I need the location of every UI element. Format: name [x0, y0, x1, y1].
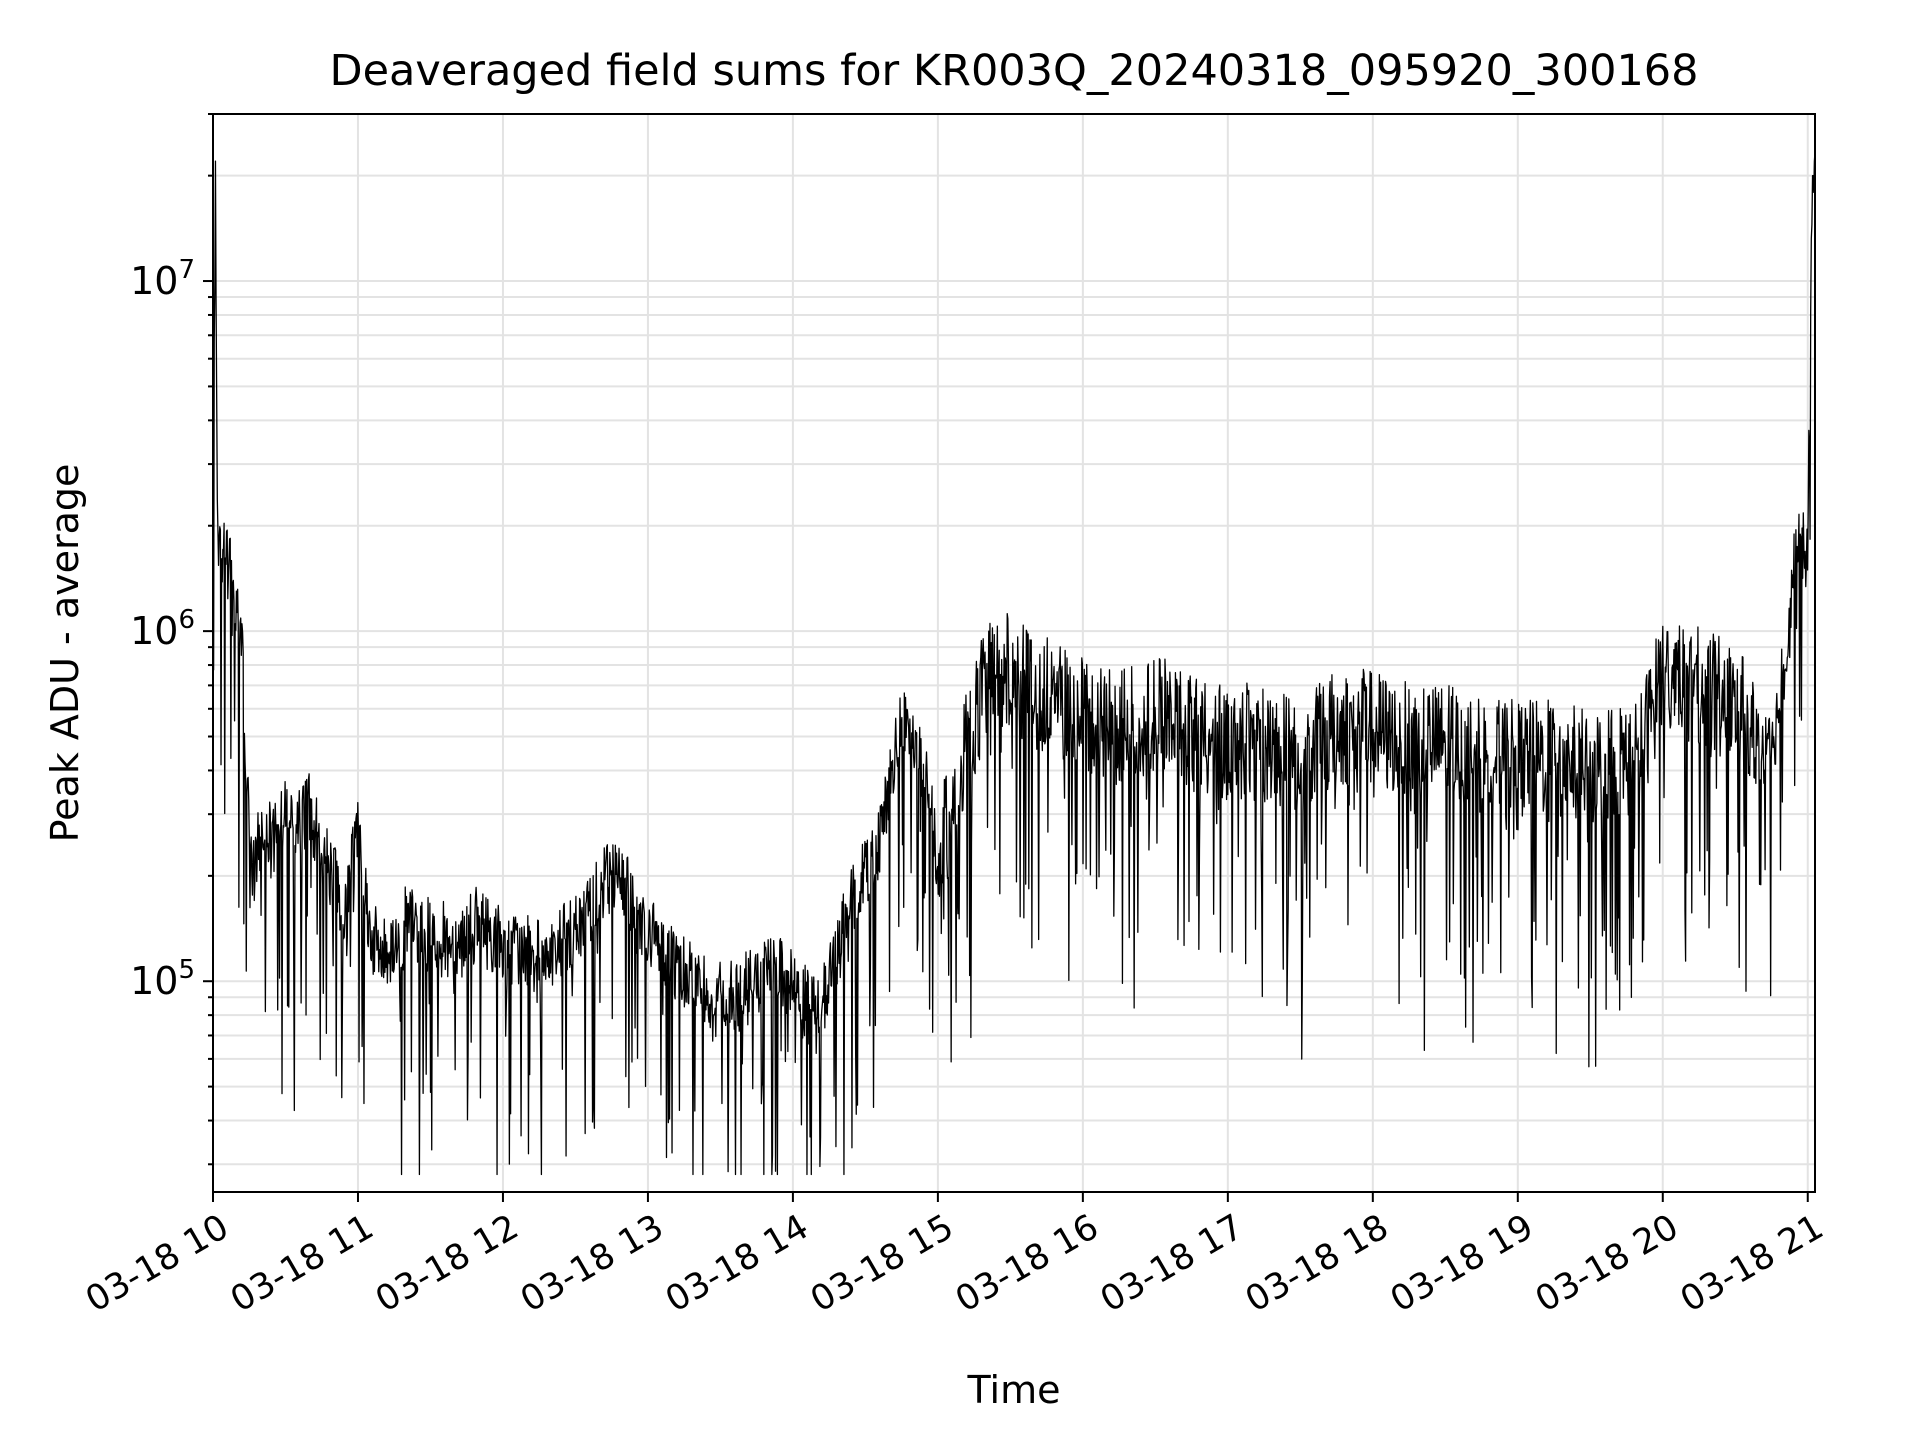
- y-tick-base: 10: [130, 959, 178, 1003]
- y-tick-label: 107: [130, 255, 195, 303]
- x-tick-label: 03-18 17: [1094, 1207, 1250, 1320]
- y-tick-label: 105: [130, 955, 195, 1003]
- plot-frame: [212, 113, 1816, 1193]
- x-tick-label: 03-18 18: [1239, 1207, 1395, 1320]
- x-tick-label: 03-18 13: [514, 1207, 670, 1320]
- x-tick-label: 03-18 11: [224, 1207, 380, 1320]
- y-tick-exponent: 6: [178, 605, 195, 635]
- series-layer: [212, 151, 1816, 1176]
- x-tick-label: 03-18 20: [1529, 1207, 1685, 1320]
- x-tick-label: 03-18 15: [804, 1207, 960, 1320]
- x-tick-label: 03-18 12: [369, 1207, 525, 1320]
- y-tick-base: 10: [130, 259, 178, 303]
- y-tick-exponent: 5: [178, 955, 195, 985]
- y-tick-base: 10: [130, 609, 178, 653]
- grid-layer: [212, 113, 1815, 1192]
- x-tick-label: 03-18 21: [1674, 1207, 1830, 1320]
- x-tick-label: 03-18 16: [949, 1207, 1105, 1320]
- x-axis-label: Time: [967, 1368, 1061, 1412]
- x-tick-label: 03-18 10: [79, 1207, 235, 1320]
- y-tick-label: 106: [130, 605, 195, 653]
- series-line: [212, 151, 1816, 1176]
- x-tick-label: 03-18 19: [1384, 1207, 1540, 1320]
- x-tick-label: 03-18 14: [659, 1207, 815, 1320]
- y-axis-label: Peak ADU - average: [43, 464, 87, 843]
- chart-title: Deaveraged field sums for KR003Q_2024031…: [329, 46, 1698, 96]
- y-tick-exponent: 7: [178, 255, 195, 285]
